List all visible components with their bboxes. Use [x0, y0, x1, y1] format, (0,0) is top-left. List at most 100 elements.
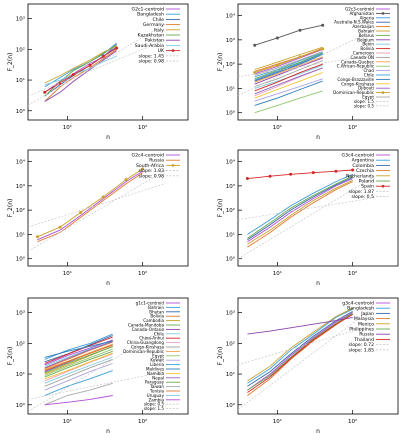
- series-line: [254, 56, 323, 83]
- data-point: [311, 171, 315, 175]
- legend-entry: Djibouti: [358, 86, 374, 91]
- legend-entry: Canada-Quebec: [341, 59, 374, 64]
- legend-entry: Bolivia: [150, 314, 164, 319]
- legend-entry: Congo-Kinshasa: [341, 81, 374, 86]
- legend-entry: Bhutan: [149, 309, 164, 314]
- series-line: [28, 23, 166, 106]
- series-line: [44, 55, 117, 86]
- series-line: [254, 54, 323, 82]
- y-tick-label: 10¹: [16, 371, 25, 378]
- legend: G3c4-centroidArgentinaColombiaCzechiaNet…: [342, 153, 390, 200]
- legend-entry: Germany: [143, 22, 164, 28]
- series-line: [247, 311, 353, 387]
- legend-entry: slope: 0.98: [139, 59, 165, 65]
- legend-entry: slope: 1.45: [139, 53, 165, 59]
- x-tick-label: 10²: [348, 270, 357, 277]
- legend-entry: Belgium: [357, 37, 374, 42]
- y-tick-label: 10²: [226, 340, 235, 347]
- series-line: [238, 324, 376, 366]
- legend-entry: Saudi-Arabia: [135, 43, 164, 49]
- legend-entry: slope: 1.87: [349, 189, 375, 195]
- y-tick-label: 10³: [226, 183, 235, 190]
- y-axis-label: F_2(n): [217, 199, 224, 218]
- series-line: [254, 49, 323, 75]
- series-line: [44, 341, 113, 369]
- y-axis-label: F_2(n): [7, 53, 14, 72]
- data-point: [298, 28, 302, 32]
- series-line: [254, 67, 323, 95]
- series-line: [28, 371, 166, 400]
- legend-entry: Canada-Ontario: [132, 327, 165, 332]
- data-point: [253, 71, 257, 75]
- legend-marker: [171, 49, 175, 52]
- x-axis-label: n: [316, 280, 320, 287]
- legend-entry: g1c1-centroid: [136, 301, 165, 306]
- legend-entry: Russia: [359, 332, 374, 338]
- data-point: [321, 47, 325, 51]
- series-line: [247, 181, 353, 248]
- legend-entry: C.African-Republic: [337, 64, 374, 69]
- x-tick-label: 10¹: [63, 418, 72, 425]
- legend-entry: Liberia: [150, 362, 164, 367]
- legend-entry: Algeria: [360, 15, 375, 20]
- series-line: [44, 353, 113, 382]
- y-tick-label: 10³: [16, 310, 25, 317]
- series-line: [44, 341, 113, 370]
- legend-entry: Philippines: [349, 327, 374, 333]
- series-line: [254, 52, 323, 78]
- y-tick-label: 10⁴: [226, 13, 236, 20]
- series-line: [238, 197, 376, 221]
- series-line: [238, 28, 376, 97]
- x-tick-label: 10¹: [273, 270, 282, 277]
- data-point: [245, 177, 249, 181]
- legend-entry: Uruguay: [147, 393, 165, 398]
- y-axis-label: F_2(n): [7, 347, 14, 366]
- y-tick-label: 10⁴: [16, 159, 26, 166]
- x-tick-label: 10¹: [273, 418, 282, 425]
- panel-5: 10¹ 10² 10⁰ 10¹ 10² 10³ n F_2(n) g1c1-centroidBa…: [7, 297, 189, 435]
- series-line: [28, 183, 166, 228]
- x-tick-label: 10²: [348, 124, 357, 131]
- x-tick-label: 10²: [138, 124, 147, 131]
- series-line: [28, 39, 166, 97]
- series-line: [37, 168, 143, 238]
- legend-entry: G2c4-centroid: [132, 153, 165, 159]
- series-line: [44, 382, 113, 406]
- plot-frame: [27, 297, 189, 415]
- legend-entry: Bahrain: [358, 29, 374, 34]
- y-tick-label: 10⁴: [226, 159, 236, 166]
- data-point: [88, 63, 92, 67]
- legend-entry: Italy: [154, 27, 164, 33]
- series-line: [44, 363, 113, 391]
- legend-entry: Poland: [359, 179, 374, 185]
- series-line: [44, 340, 113, 367]
- data-point: [275, 36, 279, 40]
- series-line: [254, 63, 323, 92]
- series-line: [254, 48, 323, 74]
- legend-entry: Bangladesh: [347, 306, 374, 312]
- legend-entry: Tunisia: [149, 389, 164, 394]
- legend-entry: Afghanistan: [350, 11, 375, 16]
- legend-entry: Pakistan: [145, 38, 164, 44]
- y-tick-label: 10¹: [226, 231, 235, 238]
- series-line: [254, 52, 323, 80]
- series-line: [238, 54, 376, 78]
- series-line: [44, 356, 113, 384]
- series-line: [44, 348, 113, 376]
- series-line: [44, 395, 113, 406]
- data-point: [43, 90, 47, 94]
- data-point: [115, 46, 119, 50]
- legend: G2c3-centroidAfghanistanAlgeriaAustralia…: [333, 7, 390, 108]
- legend-entry: Bangladesh: [137, 12, 164, 18]
- series-line: [44, 47, 117, 93]
- series-line: [247, 178, 353, 243]
- legend-entry: slope: 0.72: [349, 342, 375, 348]
- series-line: [28, 170, 166, 252]
- legend-entry: Congo-Brazzaville: [337, 77, 374, 82]
- legend-marker: [381, 12, 385, 15]
- legend: g1c1-centroidBahrainBhutanBoliviaCambodi…: [123, 301, 180, 411]
- x-axis-label: n: [106, 134, 110, 141]
- series-line: [247, 308, 353, 384]
- y-tick-label: 10⁰: [226, 110, 236, 117]
